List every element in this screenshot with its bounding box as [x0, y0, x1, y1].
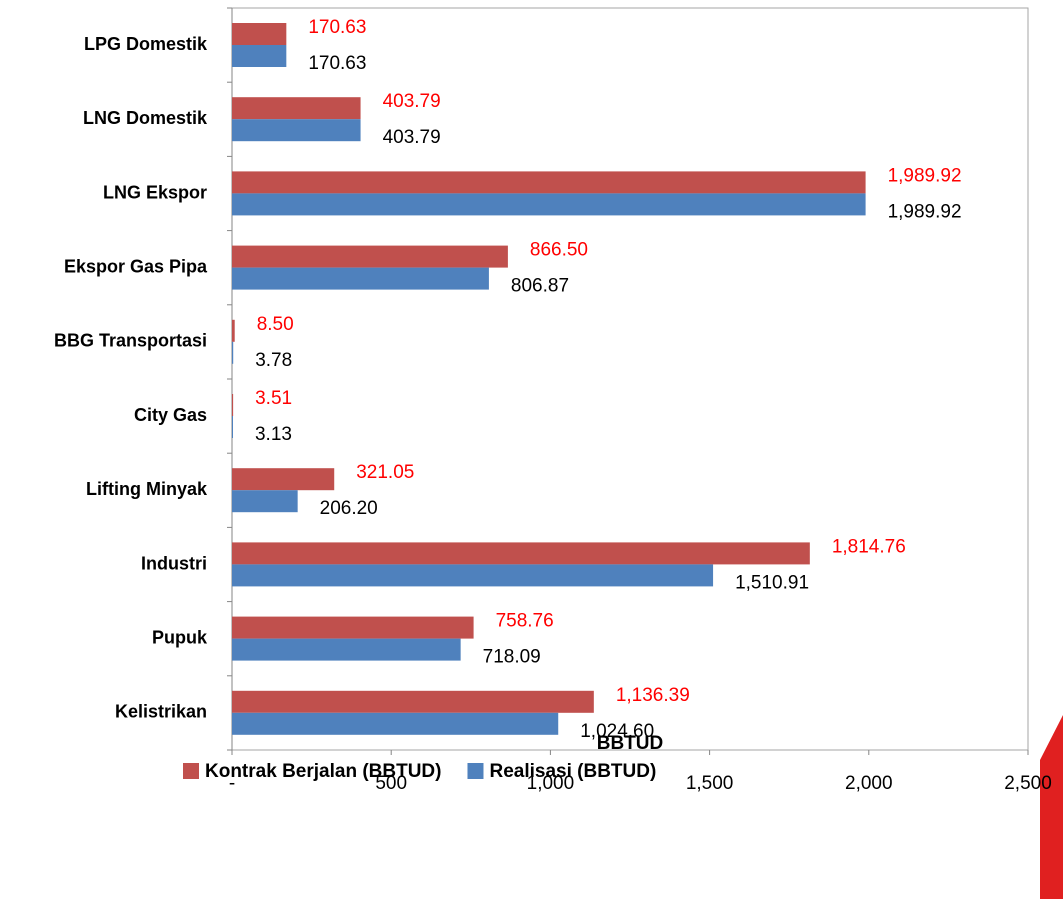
bar — [232, 713, 558, 735]
bar — [232, 691, 594, 713]
legend-label: Realisasi (BBTUD) — [489, 761, 656, 782]
bar — [232, 416, 233, 438]
bar — [232, 320, 235, 342]
bar — [232, 468, 334, 490]
bar — [232, 45, 286, 67]
data-label: 1,136.39 — [616, 685, 690, 706]
data-label: 1,814.76 — [832, 536, 906, 557]
data-label: 1,989.92 — [888, 201, 962, 222]
category-label: LNG Domestik — [83, 108, 208, 128]
category-label: City Gas — [134, 405, 207, 425]
chart: BBTUD -5001,0001,5002,0002,500LPG Domest… — [0, 0, 1063, 899]
category-label: LPG Domestik — [84, 34, 208, 54]
data-label: 758.76 — [496, 611, 554, 632]
category-label: Pupuk — [152, 627, 208, 647]
decoration — [1040, 715, 1063, 899]
category-label: Lifting Minyak — [86, 479, 208, 499]
x-tick-label: 1,500 — [686, 773, 734, 794]
legend-label: Kontrak Berjalan (BBTUD) — [205, 761, 441, 782]
data-label: 1,024.60 — [580, 721, 654, 742]
legend-swatch — [183, 763, 199, 779]
bar — [232, 490, 298, 512]
bar — [232, 193, 866, 215]
category-label: Industri — [141, 553, 207, 573]
bar — [232, 246, 508, 268]
data-label: 718.09 — [483, 647, 541, 668]
data-label: 206.20 — [320, 498, 378, 519]
bar — [232, 564, 713, 586]
bar — [232, 639, 461, 661]
data-label: 3.51 — [255, 388, 292, 409]
category-label: Kelistrikan — [115, 702, 207, 722]
bar — [232, 394, 233, 416]
bar — [232, 342, 233, 364]
data-label: 403.79 — [383, 127, 441, 148]
category-label: LNG Ekspor — [103, 182, 207, 202]
data-label: 8.50 — [257, 314, 294, 335]
bar — [232, 97, 361, 119]
category-label: BBG Transportasi — [54, 331, 207, 351]
data-label: 866.50 — [530, 240, 588, 261]
x-tick-label: 2,500 — [1004, 773, 1052, 794]
data-label: 321.05 — [356, 462, 414, 483]
data-label: 3.78 — [255, 350, 292, 371]
bar — [232, 542, 810, 564]
x-tick-label: 2,000 — [845, 773, 893, 794]
category-label: Ekspor Gas Pipa — [64, 256, 208, 276]
data-label: 403.79 — [383, 91, 441, 112]
data-label: 170.63 — [308, 53, 366, 74]
data-label: 1,989.92 — [888, 165, 962, 186]
bar — [232, 171, 866, 193]
bar — [232, 23, 286, 45]
data-label: 3.13 — [255, 424, 292, 445]
bar — [232, 617, 474, 639]
legend-swatch — [467, 763, 483, 779]
data-label: 806.87 — [511, 276, 569, 297]
bar — [232, 268, 489, 290]
bar — [232, 119, 361, 141]
data-label: 1,510.91 — [735, 572, 809, 593]
data-label: 170.63 — [308, 17, 366, 38]
